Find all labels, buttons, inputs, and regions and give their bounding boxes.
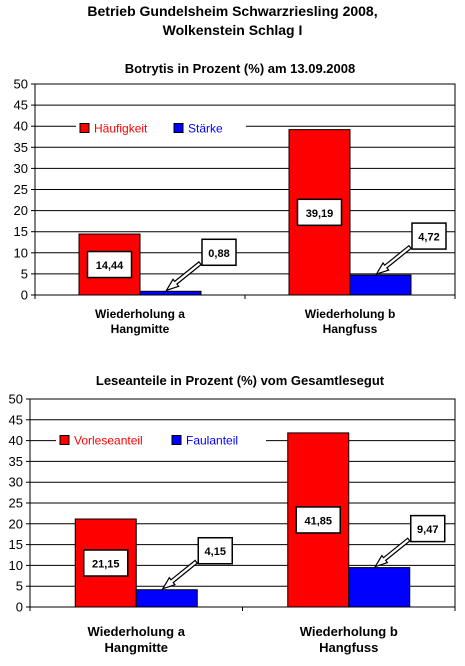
chart-title: Leseanteile in Prozent (%) vom Gesamtles… xyxy=(96,373,385,388)
legend-swatch xyxy=(173,123,184,133)
data-label: 4,15 xyxy=(205,546,226,558)
data-label-box xyxy=(410,514,446,543)
y-tick-label: 35 xyxy=(14,140,28,155)
y-tick-label: 15 xyxy=(9,537,23,552)
y-tick-label: 20 xyxy=(9,516,23,531)
data-label-box xyxy=(295,506,341,534)
leseanteile-chart: Leseanteile in Prozent (%) vom Gesamtles… xyxy=(9,373,456,655)
legend-label: Vorleseanteil xyxy=(74,434,143,448)
legend-box xyxy=(56,430,266,450)
legend-swatch xyxy=(79,123,90,133)
bar xyxy=(139,290,202,296)
legend-label: Faulanteil xyxy=(186,434,238,448)
main-title: Betrieb Gundelsheim Schwarzriesling 2008… xyxy=(0,2,465,40)
x-tick-label-line: Wiederholung a xyxy=(88,624,186,639)
chart-title: Botrytis in Prozent (%) am 13.09.2008 xyxy=(125,61,355,76)
y-tick-label: 25 xyxy=(14,182,28,197)
data-label: 39,19 xyxy=(306,208,334,220)
y-tick-label: 20 xyxy=(14,203,28,218)
main-title-line1: Betrieb Gundelsheim Schwarzriesling 2008… xyxy=(87,3,378,19)
x-tick-label: Wiederholung a Hangmitte xyxy=(95,307,185,336)
legend-swatch xyxy=(59,435,70,445)
y-tick-label: 25 xyxy=(9,496,23,511)
data-label-box xyxy=(296,198,343,227)
x-tick-label-line: Wiederholung b xyxy=(300,624,398,639)
y-tick-label: 50 xyxy=(9,392,23,407)
data-label-box xyxy=(411,222,447,250)
botrytis-chart: Botrytis in Prozent (%) am 13.09.2008 0 5 1… xyxy=(14,61,456,336)
data-label-box xyxy=(86,250,133,279)
y-tick-label: 40 xyxy=(9,433,23,448)
bar xyxy=(135,589,198,608)
y-tick-label: 0 xyxy=(16,600,23,615)
callout-arrow xyxy=(165,261,202,292)
legend-box xyxy=(76,118,246,138)
data-label: 0,88 xyxy=(208,248,229,260)
x-tick-label-line: Hangmitte xyxy=(111,322,170,336)
x-tick-label: Wiederholung b Hangfuss xyxy=(300,624,398,655)
y-tick-label: 30 xyxy=(9,475,23,490)
y-tick-label: 0 xyxy=(21,288,28,303)
y-tick-label: 30 xyxy=(14,161,28,176)
x-tick-label: Wiederholung b Hangfuss xyxy=(305,307,396,336)
x-tick-label: Wiederholung a Hangmitte xyxy=(88,624,186,655)
callout-arrow xyxy=(373,537,411,568)
callout-arrow xyxy=(161,559,199,590)
callout-arrow xyxy=(375,244,412,276)
y-tick-label: 45 xyxy=(9,412,23,427)
y-tick-label: 15 xyxy=(14,224,28,239)
y-tick-label: 5 xyxy=(21,266,28,281)
data-label: 14,44 xyxy=(96,260,124,272)
legend-label: Stärke xyxy=(188,122,223,136)
data-label-box xyxy=(201,238,237,267)
y-tick-label: 10 xyxy=(14,245,28,260)
x-tick-label-line: Hangmitte xyxy=(104,640,168,655)
x-tick-label-line: Hangfuss xyxy=(323,322,378,336)
bar xyxy=(348,567,411,608)
legend-label: Häufigkeit xyxy=(94,122,148,136)
data-label-box xyxy=(197,536,233,565)
main-title-line2: Wolkenstein Schlag I xyxy=(162,22,303,38)
data-label: 21,15 xyxy=(92,559,120,571)
y-tick-label: 45 xyxy=(14,98,28,113)
x-tick-label-line: Wiederholung b xyxy=(305,307,396,321)
y-tick-label: 50 xyxy=(14,77,28,92)
data-label: 9,47 xyxy=(417,524,438,536)
x-tick-label-line: Hangfuss xyxy=(319,640,378,655)
data-label-box xyxy=(83,549,129,577)
x-tick-label-line: Wiederholung a xyxy=(95,307,185,321)
bar xyxy=(349,274,412,296)
y-tick-label: 10 xyxy=(9,558,23,573)
y-tick-label: 35 xyxy=(9,454,23,469)
y-tick-label: 5 xyxy=(16,579,23,594)
data-label: 4,72 xyxy=(418,232,439,244)
data-label: 41,85 xyxy=(304,515,332,527)
legend-swatch xyxy=(171,435,182,445)
y-tick-label: 40 xyxy=(14,119,28,134)
